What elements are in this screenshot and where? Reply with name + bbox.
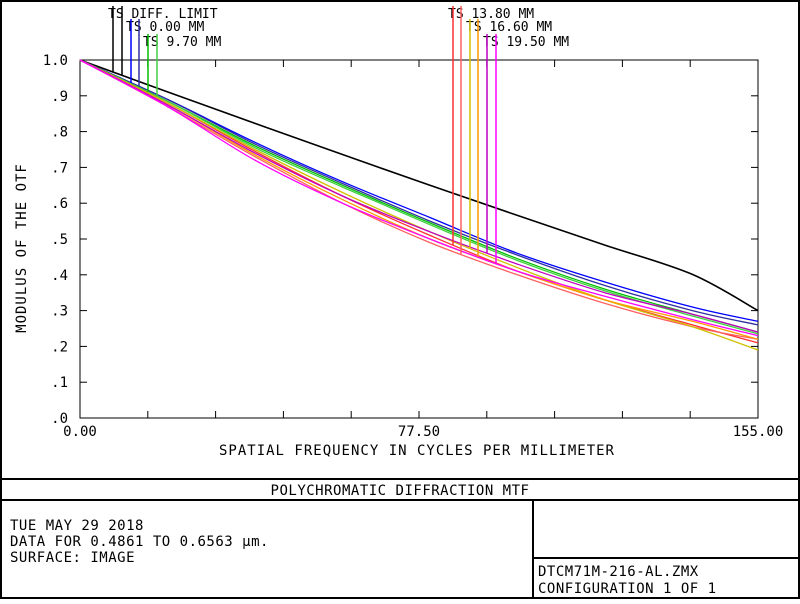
y-tick-label: .7 [51, 160, 68, 176]
mtf-curve-2 [79, 59, 759, 326]
mtf-curve-6 [79, 59, 759, 340]
legend-label: TS 0.00 MM [126, 20, 204, 35]
surface-label: SURFACE: IMAGE [10, 550, 135, 566]
y-tick-labels: .0 .1 .2 .3 .4 .5 .6 .7 .8 .9 1.0 [43, 53, 68, 427]
legend-label: TS 13.80 MM [448, 7, 534, 22]
plot-frame [79, 59, 759, 419]
legend-label: TS 9.70 MM [143, 35, 221, 50]
legend-label: TS 19.50 MM [483, 35, 569, 50]
y-tick-label: .2 [51, 339, 68, 355]
x-axis-title: SPATIAL FREQUENCY IN CYCLES PER MILLIMET… [219, 443, 615, 459]
tick-marks [79, 59, 759, 419]
legend-label: TS DIFF. LIMIT [108, 7, 218, 22]
y-tick-label: 1.0 [43, 53, 68, 69]
mtf-curves [79, 59, 759, 351]
mtf-curve-4 [79, 59, 759, 335]
y-tick-label: .3 [51, 304, 68, 320]
x-tick-label: 0.00 [63, 424, 97, 440]
configuration-label: CONFIGURATION 1 OF 1 [538, 581, 717, 597]
mtf-curve-0 [79, 59, 759, 312]
mtf-curve-10 [79, 59, 759, 337]
y-tick-label: .1 [51, 375, 68, 391]
y-tick-label: .5 [51, 232, 68, 248]
x-tick-label: 155.00 [733, 424, 784, 440]
mtf-curve-9 [79, 59, 759, 333]
y-tick-label: .4 [51, 268, 68, 284]
y-tick-label: .6 [51, 196, 68, 212]
x-tick-label: 77.50 [398, 424, 440, 440]
mtf-curve-3 [79, 59, 759, 333]
y-tick-label: .8 [51, 125, 68, 141]
report-title: POLYCHROMATIC DIFFRACTION MTF [271, 483, 530, 499]
mtf-curve-1 [79, 59, 759, 322]
file-name: DTCM71M-216-AL.ZMX [538, 564, 699, 580]
y-axis-title: MODULUS OF THE OTF [14, 163, 30, 333]
legend-label: TS 16.60 MM [466, 20, 552, 35]
y-tick-label: .0 [51, 411, 68, 427]
report-date: TUE MAY 29 2018 [10, 518, 144, 534]
x-tick-labels: 0.00 77.50 155.00 [63, 424, 783, 440]
wavelength-range: DATA FOR 0.4861 TO 0.6563 µm. [10, 534, 269, 550]
y-tick-label: .9 [51, 89, 68, 105]
